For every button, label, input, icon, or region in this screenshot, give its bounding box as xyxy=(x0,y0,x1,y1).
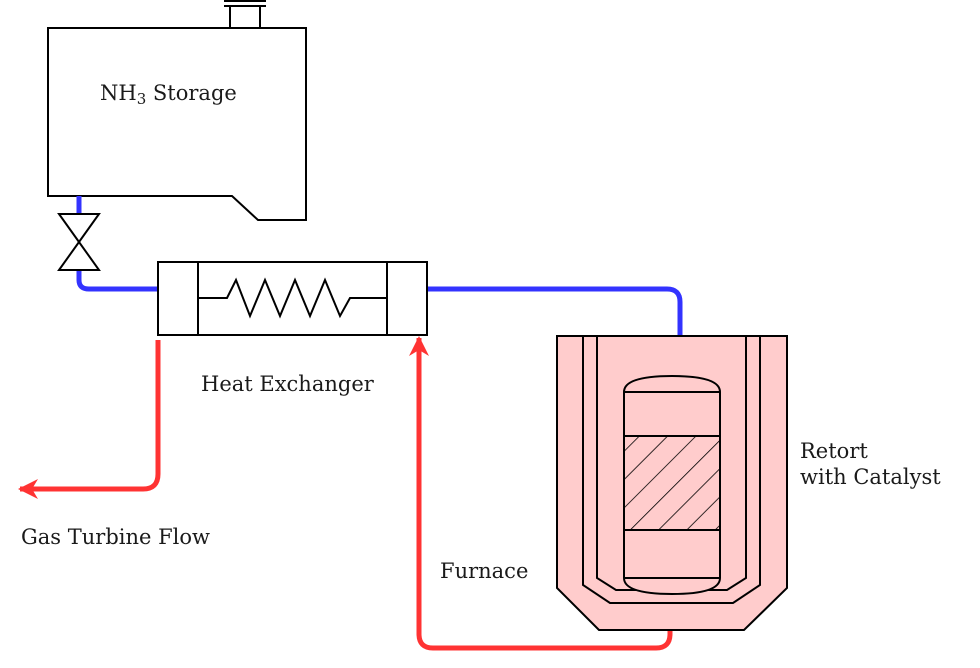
storage-label: NH3 Storage xyxy=(100,81,237,108)
heat-exchanger-coil-icon xyxy=(198,277,387,319)
retort xyxy=(623,374,721,596)
furnace-label: Furnace xyxy=(440,559,529,583)
retort-label: Retort with Catalyst xyxy=(800,438,941,491)
retort-label-line2: with Catalyst xyxy=(800,465,941,490)
retort-label-line1: Retort xyxy=(800,439,868,463)
cold-stream-pipe-to-exchanger xyxy=(76,270,158,292)
hot-stream-pipe-to-exchanger xyxy=(409,336,673,651)
valve-icon[interactable] xyxy=(57,213,101,271)
cold-stream-pipe-to-retort xyxy=(427,286,690,384)
storage-tank xyxy=(47,0,307,221)
hot-stream-pipe-to-turbine xyxy=(18,340,161,499)
heat-exchanger xyxy=(157,261,428,336)
heat-exchanger-label: Heat Exchanger xyxy=(201,372,374,396)
gas-turbine-flow-label: Gas Turbine Flow xyxy=(21,525,211,549)
tank-nozzle xyxy=(229,5,261,29)
catalyst-bed xyxy=(623,435,721,531)
